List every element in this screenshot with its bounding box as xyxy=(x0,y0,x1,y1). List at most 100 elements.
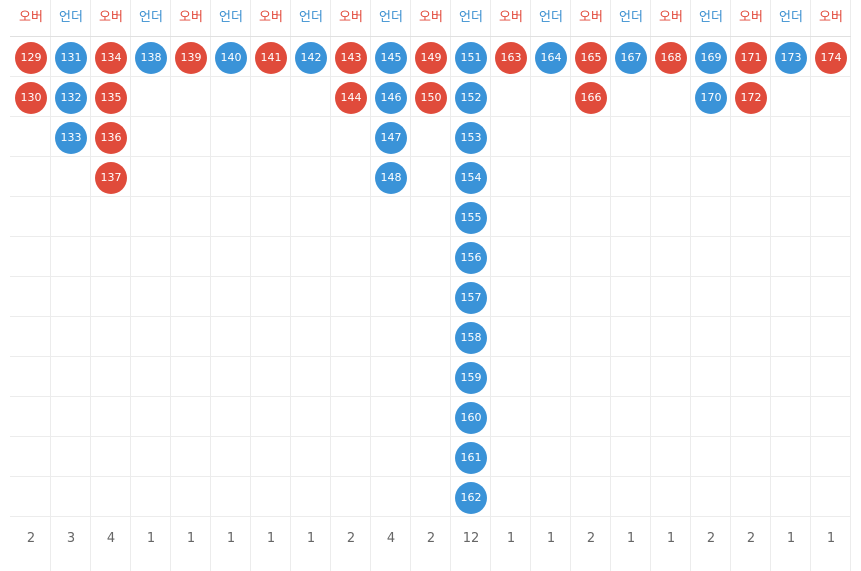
column-13 xyxy=(491,0,531,571)
result-ball-under: 164 xyxy=(535,42,567,74)
column-4 xyxy=(131,0,171,571)
result-ball-over: 168 xyxy=(655,42,687,74)
result-ball-under: 138 xyxy=(135,42,167,74)
column-header-under: 언더 xyxy=(619,10,643,25)
result-ball-under: 167 xyxy=(615,42,647,74)
column-count: 1 xyxy=(226,531,236,546)
column-14 xyxy=(531,0,571,571)
column-20 xyxy=(771,0,811,571)
column-count: 1 xyxy=(546,531,556,546)
column-header-over: 오버 xyxy=(659,10,683,25)
result-ball-under: 161 xyxy=(455,442,487,474)
column-header-under: 언더 xyxy=(59,10,83,25)
result-ball-under: 148 xyxy=(375,162,407,194)
result-ball-under: 142 xyxy=(295,42,327,74)
column-count: 1 xyxy=(506,531,516,546)
column-count: 1 xyxy=(306,531,316,546)
result-ball-over: 166 xyxy=(575,82,607,114)
result-ball-under: 156 xyxy=(455,242,487,274)
grid-row-line xyxy=(10,156,851,157)
grid-row-line xyxy=(10,316,851,317)
result-ball-under: 162 xyxy=(455,482,487,514)
column-header-over: 오버 xyxy=(259,10,283,25)
result-ball-under: 146 xyxy=(375,82,407,114)
column-19 xyxy=(731,0,771,571)
result-ball-under: 153 xyxy=(455,122,487,154)
column-header-under: 언더 xyxy=(139,10,163,25)
result-ball-under: 154 xyxy=(455,162,487,194)
column-6 xyxy=(211,0,251,571)
column-count: 4 xyxy=(386,531,396,546)
result-ball-under: 151 xyxy=(455,42,487,74)
grid-row-line xyxy=(10,196,851,197)
column-18 xyxy=(691,0,731,571)
column-header-over: 오버 xyxy=(339,10,363,25)
result-ball-over: 165 xyxy=(575,42,607,74)
column-header-under: 언더 xyxy=(779,10,803,25)
result-ball-over: 143 xyxy=(335,42,367,74)
grid-row-line xyxy=(10,396,851,397)
column-header-under: 언더 xyxy=(699,10,723,25)
column-header-over: 오버 xyxy=(19,10,43,25)
column-count: 4 xyxy=(106,531,116,546)
result-ball-under: 157 xyxy=(455,282,487,314)
result-ball-under: 131 xyxy=(55,42,87,74)
result-ball-over: 163 xyxy=(495,42,527,74)
grid-row-line xyxy=(10,236,851,237)
column-1 xyxy=(11,0,51,571)
column-count: 1 xyxy=(146,531,156,546)
result-ball-over: 135 xyxy=(95,82,127,114)
column-9 xyxy=(331,0,371,571)
result-ball-over: 137 xyxy=(95,162,127,194)
grid-row-line xyxy=(10,276,851,277)
column-header-under: 언더 xyxy=(379,10,403,25)
result-ball-over: 150 xyxy=(415,82,447,114)
column-count: 2 xyxy=(746,531,756,546)
column-count: 2 xyxy=(706,531,716,546)
column-count: 1 xyxy=(266,531,276,546)
result-ball-over: 130 xyxy=(15,82,47,114)
column-header-over: 오버 xyxy=(739,10,763,25)
column-header-over: 오버 xyxy=(419,10,443,25)
column-2 xyxy=(51,0,91,571)
column-15 xyxy=(571,0,611,571)
column-21 xyxy=(811,0,851,571)
column-header-under: 언더 xyxy=(299,10,323,25)
grid-row-line xyxy=(10,356,851,357)
column-header-over: 오버 xyxy=(99,10,123,25)
column-header-over: 오버 xyxy=(579,10,603,25)
column-header-over: 오버 xyxy=(179,10,203,25)
result-ball-over: 144 xyxy=(335,82,367,114)
grid-row-line xyxy=(10,76,851,77)
result-ball-under: 140 xyxy=(215,42,247,74)
column-count: 12 xyxy=(462,531,480,546)
grid-row-line xyxy=(10,516,851,517)
column-count: 1 xyxy=(666,531,676,546)
column-16 xyxy=(611,0,651,571)
column-count: 1 xyxy=(786,531,796,546)
column-header-under: 언더 xyxy=(539,10,563,25)
column-count: 2 xyxy=(346,531,356,546)
column-17 xyxy=(651,0,691,571)
column-5 xyxy=(171,0,211,571)
grid-row-line xyxy=(10,436,851,437)
result-ball-over: 171 xyxy=(735,42,767,74)
result-ball-over: 134 xyxy=(95,42,127,74)
header-divider xyxy=(10,36,851,37)
result-ball-under: 173 xyxy=(775,42,807,74)
result-ball-over: 174 xyxy=(815,42,847,74)
result-ball-over: 136 xyxy=(95,122,127,154)
result-ball-over: 149 xyxy=(415,42,447,74)
column-count: 1 xyxy=(826,531,836,546)
result-ball-under: 133 xyxy=(55,122,87,154)
result-ball-under: 160 xyxy=(455,402,487,434)
column-header-under: 언더 xyxy=(219,10,243,25)
column-count: 1 xyxy=(626,531,636,546)
column-count: 3 xyxy=(66,531,76,546)
grid-row-line xyxy=(10,476,851,477)
column-header-over: 오버 xyxy=(499,10,523,25)
result-ball-under: 147 xyxy=(375,122,407,154)
result-ball-under: 169 xyxy=(695,42,727,74)
column-count: 2 xyxy=(586,531,596,546)
